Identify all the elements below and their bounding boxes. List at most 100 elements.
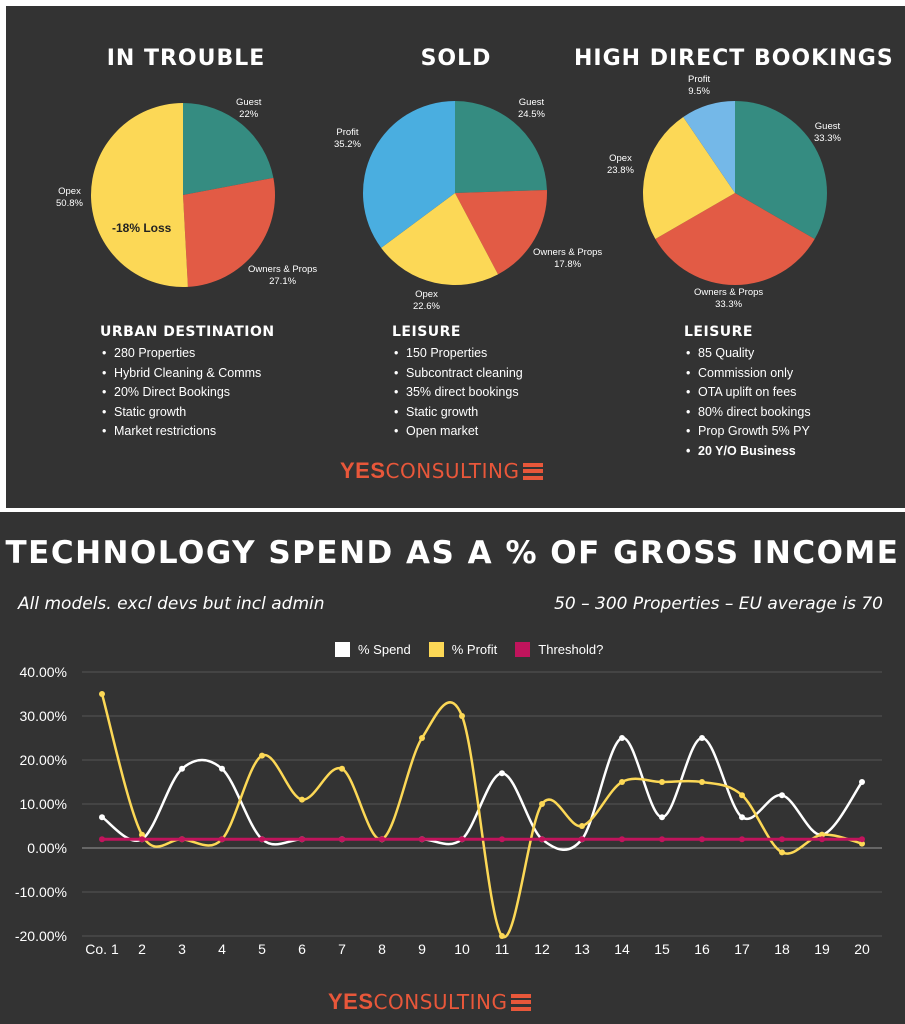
- bullet: 20% Direct Bookings: [102, 383, 275, 403]
- logo-bars-icon: [522, 462, 543, 480]
- pie0-center-label: -18% Loss: [112, 221, 172, 235]
- top-panel: IN TROUBLE Guest 22% Owners & Props 27.1% …: [6, 6, 905, 508]
- x-tick-label: 12: [534, 941, 550, 957]
- pie-slice-profit: [363, 101, 455, 248]
- x-tick-label: 4: [218, 941, 226, 957]
- data-point: [619, 735, 625, 741]
- data-point: [499, 933, 505, 939]
- data-point: [379, 836, 385, 843]
- data-point: [499, 836, 505, 843]
- x-tick-label: 9: [418, 941, 426, 957]
- logo-bars-icon: [510, 993, 531, 1011]
- pie-slice-guest: [183, 103, 274, 195]
- x-tick-label: 19: [814, 941, 830, 957]
- legend-swatch: [428, 642, 444, 657]
- x-tick-label: Co. 1: [85, 941, 119, 957]
- data-point: [219, 836, 225, 843]
- data-point: [699, 836, 705, 843]
- bullet: Commission only: [686, 364, 811, 384]
- data-point: [459, 836, 465, 843]
- pie1-label-profit: Profit 35.2%: [334, 127, 361, 150]
- info-block-leisure-high: LEISURE 85 Quality Commission only OTA u…: [684, 324, 811, 461]
- y-tick-label: 10.00%: [20, 796, 67, 812]
- info-block-leisure-sold: LEISURE 150 Properties Subcontract clean…: [392, 324, 523, 442]
- data-point: [259, 752, 265, 759]
- pie2-label-guest: Guest 33.3%: [814, 121, 841, 144]
- data-point: [499, 770, 505, 777]
- brand-logo-top: YES CONSULTING: [340, 458, 543, 484]
- bullet: 150 Properties: [394, 344, 523, 364]
- x-tick-label: 10: [454, 941, 470, 957]
- pie-slice-guest: [455, 101, 547, 193]
- pie-slice-opex: [381, 193, 499, 285]
- pie0-label-owners: Owners & Props 27.1%: [248, 264, 318, 287]
- data-point: [539, 801, 545, 807]
- bullet: Static growth: [102, 403, 275, 423]
- y-tick-label: 0.00%: [27, 840, 67, 856]
- pie-title-sold: SOLD: [420, 46, 492, 71]
- data-point: [139, 836, 145, 843]
- bottom-panel: TECHNOLOGY SPEND AS A % OF GROSS INCOME …: [0, 512, 905, 1024]
- data-point: [179, 765, 185, 772]
- legend-item-profit: % Profit: [428, 642, 497, 657]
- data-point: [459, 713, 465, 719]
- pie2-label-profit: Profit 9.5%: [688, 74, 711, 97]
- data-point: [819, 836, 825, 843]
- legend-swatch: [335, 642, 350, 657]
- pie-slice-owners-props: [455, 189, 547, 275]
- pie-slice-owners-props: [183, 177, 275, 287]
- data-point: [659, 814, 665, 821]
- y-tick-label: 30.00%: [20, 708, 67, 724]
- x-tick-label: 11: [495, 941, 510, 957]
- x-tick-label: 5: [258, 941, 266, 957]
- data-point: [859, 840, 865, 847]
- x-tick-label: 15: [654, 941, 670, 957]
- pie-title-in-trouble: IN TROUBLE: [106, 46, 266, 71]
- data-point: [779, 792, 785, 799]
- data-point: [739, 836, 745, 843]
- data-point: [299, 836, 305, 843]
- x-tick-label: 17: [734, 941, 750, 957]
- bullet: 280 Properties: [102, 344, 275, 364]
- data-point: [819, 831, 825, 838]
- data-point: [339, 836, 345, 843]
- pie-title-high-direct: HIGH DIRECT BOOKINGS: [574, 46, 894, 71]
- data-point: [419, 836, 425, 843]
- x-tick-label: 3: [178, 941, 186, 957]
- pie-chart-in-trouble: [91, 103, 275, 287]
- data-point: [659, 836, 665, 843]
- data-point: [579, 836, 585, 843]
- bullet: OTA uplift on fees: [686, 383, 811, 403]
- bullet: 35% direct bookings: [394, 383, 523, 403]
- x-tick-label: 16: [694, 941, 710, 957]
- pie0-label-opex: Opex 50.8%: [56, 186, 83, 209]
- bullet-bold: 20 Y/O Business: [686, 442, 811, 462]
- pie-chart-sold: [363, 101, 547, 285]
- x-tick-label: 20: [854, 941, 870, 957]
- pie-slice-owners-props: [655, 193, 815, 285]
- block-title: URBAN DESTINATION: [100, 324, 275, 340]
- x-tick-label: 2: [138, 941, 146, 957]
- data-point: [739, 792, 745, 799]
- data-point: [859, 779, 865, 785]
- pie0-label-guest: Guest 22%: [236, 97, 262, 120]
- pie-slice-profit: [683, 101, 735, 193]
- data-point: [579, 823, 585, 829]
- data-point: [859, 836, 865, 843]
- pie-slice-opex: [643, 116, 735, 239]
- data-point: [779, 836, 785, 843]
- data-point: [539, 836, 545, 843]
- pie1-label-guest: Guest 24.5%: [518, 97, 545, 120]
- y-tick-label: 20.00%: [20, 752, 67, 768]
- pie2-label-owners: Owners & Props 33.3%: [694, 287, 764, 310]
- bullet: Open market: [394, 422, 523, 442]
- pie2-label-opex: Opex 23.8%: [607, 153, 634, 176]
- data-point: [739, 814, 745, 821]
- bullet: 85 Quality: [686, 344, 811, 364]
- bullet: Hybrid Cleaning & Comms: [102, 364, 275, 384]
- chart-subtitle-right: 50 – 300 Properties – EU average is 70: [554, 594, 883, 614]
- bullet: Static growth: [394, 403, 523, 423]
- data-point: [99, 814, 105, 821]
- data-point: [779, 849, 785, 856]
- block-title: LEISURE: [392, 324, 461, 340]
